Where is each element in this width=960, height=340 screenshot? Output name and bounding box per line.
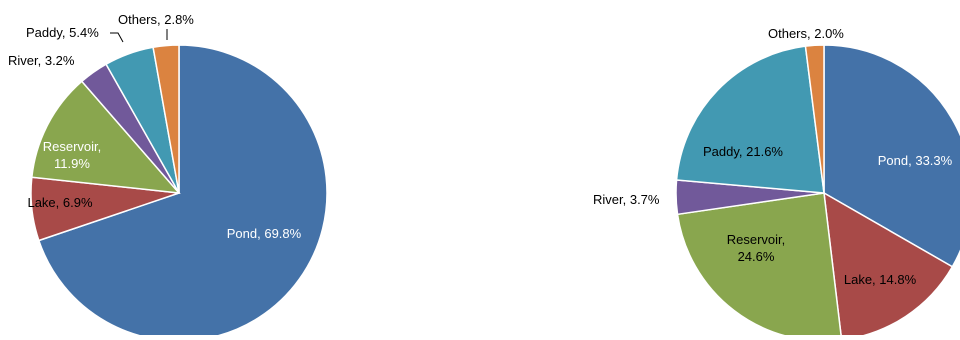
pie-chart-2: Pond, 33.3% Lake, 14.8% Reservoir, 24.6% Riv… (593, 26, 960, 340)
pie-1-label-lake: Lake, 6.9% (27, 195, 92, 210)
pie-1-label-paddy: Paddy, 5.4% (26, 25, 99, 40)
pie-2-slice-reservoir (676, 192, 843, 340)
pie-1-label-others: Others, 2.8% (118, 12, 194, 27)
pie-1-slice-pond (37, 44, 328, 340)
pie-1-slice-others (152, 44, 180, 194)
pie-2-label-lake: Lake, 14.8% (844, 272, 917, 287)
pie-2-label-river: River, 3.7% (593, 192, 660, 207)
pie-2-slice-pond (823, 44, 960, 268)
pie-2-label-pond: Pond, 33.3% (878, 153, 953, 168)
pie-2-label-paddy: Paddy, 21.6% (703, 144, 783, 159)
pie-2-label-reservoir: Reservoir, 24.6% (727, 232, 786, 264)
pie-1-slice-reservoir (31, 80, 181, 194)
pie-2-label-others: Others, 2.0% (768, 26, 844, 41)
pie-2-slice-paddy (675, 45, 825, 194)
pie-2-slice-others (804, 44, 825, 194)
pie-1-leader-paddy (110, 32, 124, 43)
pie-1-label-pond: Pond, 69.8% (227, 226, 302, 241)
pie-chart-1: Pond, 69.8% Lake, 6.9% Reservoir, 11.9% Rive… (8, 12, 328, 340)
pie-1-label-reservoir: Reservoir, 11.9% (43, 139, 102, 171)
pie-1-label-river: River, 3.2% (8, 53, 75, 68)
